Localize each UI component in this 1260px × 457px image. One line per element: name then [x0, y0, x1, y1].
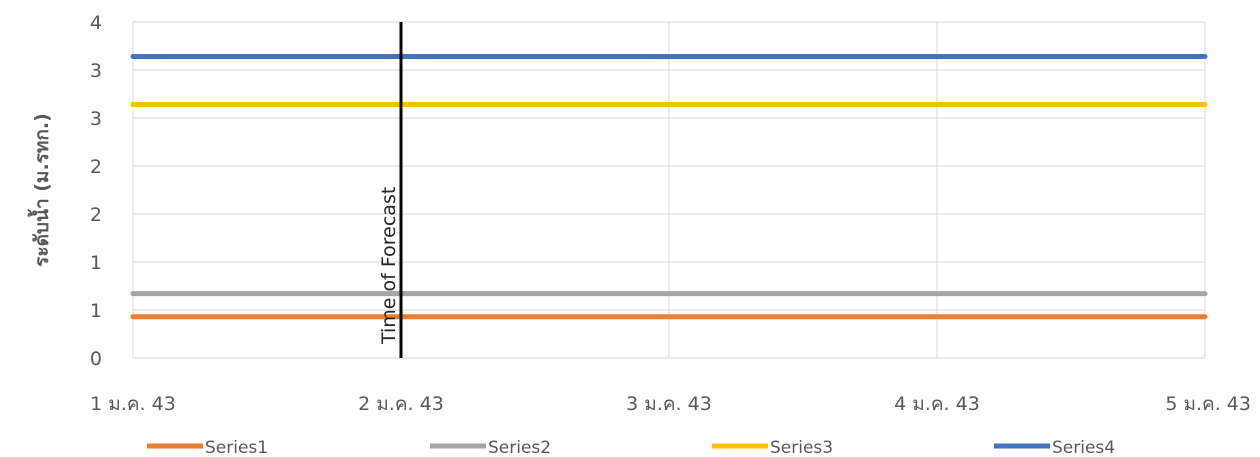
x-tick-label: 3 ม.ค. 43 [626, 393, 712, 415]
x-tick-label: 5 ม.ค. 43 [1165, 393, 1251, 415]
y-tick-label: 1 [90, 300, 102, 322]
y-tick-label: 3 [90, 60, 102, 82]
y-tick-label: 0 [90, 348, 102, 370]
y-tick-label: 2 [90, 204, 102, 226]
y-tick-label: 3 [90, 108, 102, 130]
legend-label-series3: Series3 [770, 438, 833, 457]
y-axis-label: ระดับน้ำ (ม.รทก.) [27, 113, 53, 267]
x-tick-label: 4 ม.ค. 43 [894, 393, 980, 415]
series-lines [130, 54, 1208, 320]
x-tick-labels: 1 ม.ค. 43 2 ม.ค. 43 3 ม.ค. 43 4 ม.ค. 43 5 ม.… [90, 393, 1251, 415]
x-tick-label: 1 ม.ค. 43 [90, 393, 176, 415]
forecast-label: Time of Forecast [378, 187, 400, 345]
y-tick-labels: 0 1 1 2 2 3 3 4 [90, 12, 102, 370]
y-tick-label: 2 [90, 156, 102, 178]
y-tick-label: 4 [90, 12, 102, 34]
x-tick-label: 2 ม.ค. 43 [358, 393, 444, 415]
grid [132, 21, 1206, 359]
legend-label-series1: Series1 [205, 438, 268, 457]
annotations: Time of Forecast [378, 22, 403, 358]
legend-label-series2: Series2 [488, 438, 551, 457]
y-tick-label: 1 [90, 252, 102, 274]
legend-label-series4: Series4 [1052, 438, 1115, 457]
legend: Series1 Series2 Series3 Series4 [147, 438, 1115, 457]
